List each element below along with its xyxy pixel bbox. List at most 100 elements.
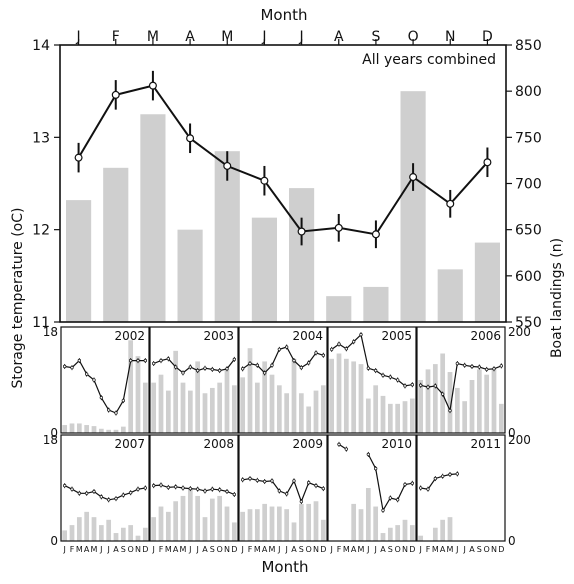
panel-2005-pt-2 [337,342,341,346]
panel-2009-bar-10 [306,503,312,541]
panel-2003-pt-5 [181,371,185,375]
sm-month-3-2: M [343,545,350,554]
sm-month-0-5: J [99,545,102,554]
sm-month-1-11: D [231,545,237,554]
right-tick-label-3: 700 [515,177,542,193]
sm-month-0-4: M [91,545,98,554]
sm-month-0-10: N [135,545,141,554]
month-label-8: S [371,29,380,45]
sm-month-0-1: F [70,545,75,554]
panel-2008-bar-9 [209,498,215,541]
panel-2008-pt-9 [210,487,214,491]
panel-2003-pt-11 [225,367,229,371]
bottom-month-axis-title: Month [261,558,308,576]
panel-2010-bar-11 [402,519,408,541]
panel-2003-pt-1 [152,361,156,366]
sm-month-3-6: J [373,545,376,554]
panel-2008-pt-4 [174,485,178,489]
panel-2009-pt-1 [241,478,245,482]
sm-month-3-1: F [337,545,342,554]
panel-2011-frame [416,434,506,542]
panel-2004-bar-6 [276,385,282,433]
small-multiples: 2002 2003 2004 2005 2006 2007 2008 2009 2010 2011… [43,325,531,554]
sm-month-2-10: N [313,545,319,554]
month-label-2: M [147,29,159,45]
panel-2011: 2011 [416,434,506,542]
panel-2003-bar-6 [187,390,193,433]
panel-2011-pt-6 [455,472,459,476]
panel-2007-pt-6 [99,495,103,499]
panel-2005-pt-8 [381,373,385,377]
panel-2005-pt-4 [352,340,356,344]
panel-2010-bar-5 [358,509,364,541]
panel-2004-label: 2004 [292,329,323,343]
panel-2007-pt-5 [92,489,96,494]
panel-2011-pt-4 [441,474,445,478]
panel-2005-pt-1 [330,347,334,352]
panel-2007-bar-7 [106,519,112,541]
panel-2002-bar-10 [128,340,134,433]
panel-2006-pt-6 [455,361,459,366]
sm-month-3-8: S [388,545,393,554]
panel-2009-frame [238,434,328,542]
sm-month-2-0: J [240,545,243,554]
panel-2007-frame [60,434,150,542]
panel-2006-pt-4 [441,392,445,396]
panel-2003-pt-10 [218,368,222,373]
panel-2009-label: 2009 [292,437,323,451]
panel-2008-bar-8 [202,517,208,541]
panel-2007-bar-8 [113,533,119,541]
month-label-1: F [112,29,120,45]
panel-2004-pt-4 [263,371,267,375]
panel-2010-pt-3 [344,447,348,451]
landing-bar-2 [103,167,129,322]
sm-month-2-4: M [269,545,276,554]
panel-2002-bar-2 [69,423,75,433]
panel-2005-pt-5 [359,333,363,337]
panel-2005-bar-11 [402,401,408,433]
panel-2003-line [153,358,235,374]
panel-2006-pt-2 [426,385,430,389]
panel-2003-bar-7 [195,361,201,433]
panel-2008-pt-6 [188,486,192,491]
panel-2004-bar-9 [298,393,304,433]
panel-2010-bar-12 [409,525,415,541]
panel-2005-pt-9 [388,375,392,379]
sm-month-3-10: N [402,545,408,554]
panel-2007-bar-2 [69,525,75,541]
panel-2007: 2007 [60,434,150,542]
month-label-6: J [299,29,304,45]
panel-2002-bar-6 [98,428,104,433]
panel-2005-bar-3 [343,358,349,433]
panel-2002: 2002 [60,326,150,434]
panel-2005-bar-5 [358,364,364,433]
panel-2003-bar-11 [224,369,230,433]
panel-2005-bar-7 [373,385,379,433]
panel-2005-bar-10 [395,403,401,433]
panel-2006-bar-7 [462,401,468,433]
panel-2007-bar-3 [76,517,82,541]
panel-2005-pt-12 [410,383,414,387]
panel-2007-pt-11 [136,487,140,491]
panel-2005-bar-9 [387,403,393,433]
panel-2005-bar-8 [380,395,386,433]
landing-bar-3 [140,114,166,322]
panel-2002-bar-7 [106,429,112,433]
sm-month-0-6: J [106,545,109,554]
sm-month-2-5: J [277,545,280,554]
landing-bar-7 [289,188,315,322]
panel-2002-bar-4 [84,425,90,433]
panel-2005-bar-1 [329,358,335,433]
sm-month-1-3: A [173,545,179,554]
panel-2009-pt-3 [255,478,259,482]
panel-2009-bar-12 [320,519,326,541]
panel-2008-bar-2 [158,506,164,541]
month-label-9: O [408,29,419,45]
panel-2003-bar-5 [180,382,186,433]
panel-2009-pt-9 [299,499,303,504]
landing-bar-11 [437,269,463,322]
month-label-11: D [482,29,493,45]
panel-2006: 2006 [416,326,506,434]
main-annotation: All years combined [362,52,496,68]
sm-left-bottom-1: 0 [50,534,58,548]
